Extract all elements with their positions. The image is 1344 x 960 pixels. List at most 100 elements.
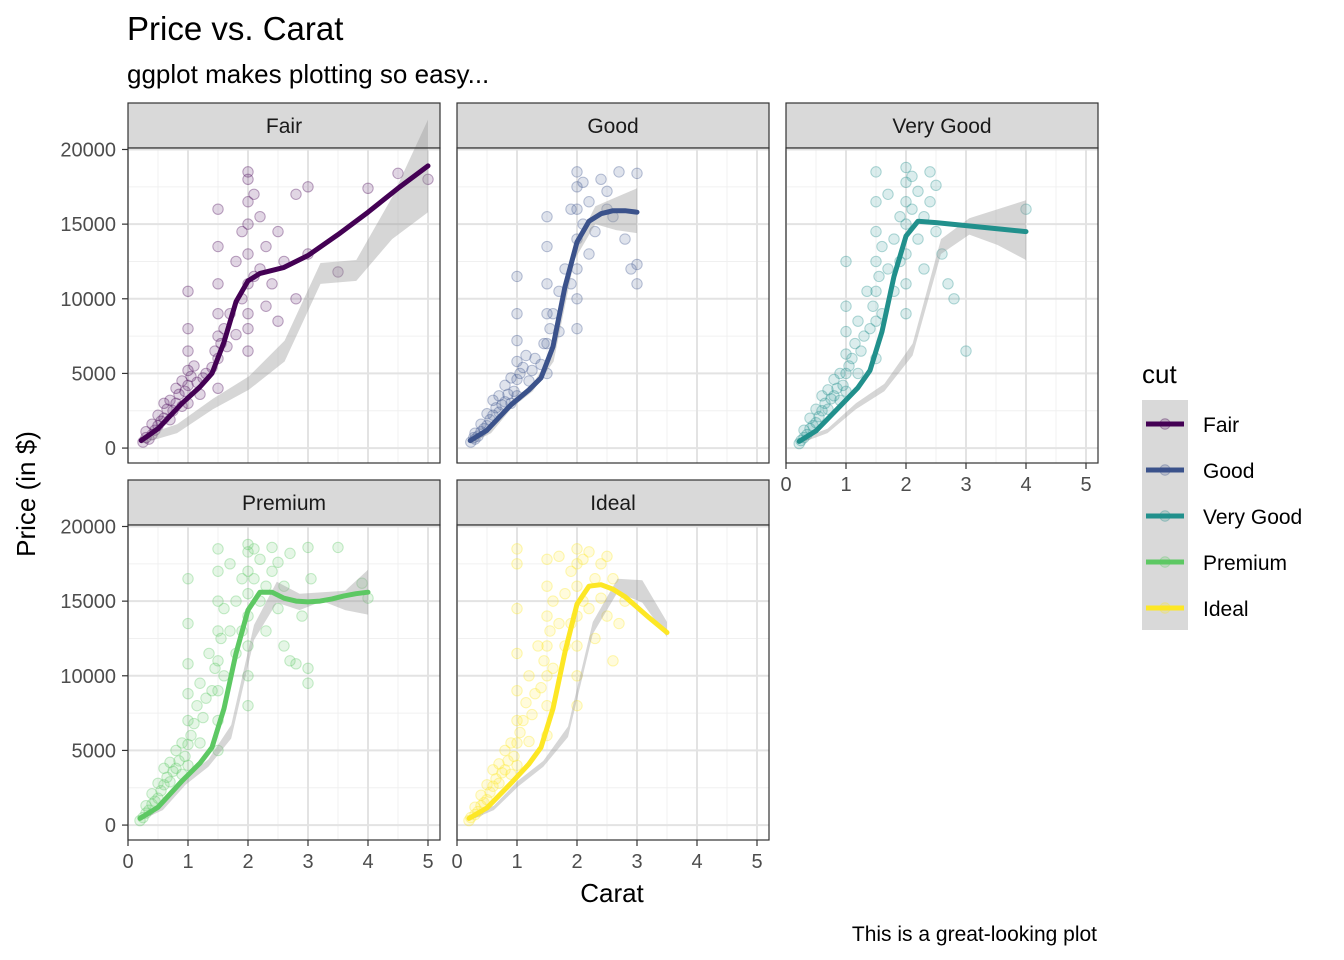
- data-point: [212, 655, 224, 667]
- panel-border: [127, 524, 441, 841]
- data-point: [571, 558, 583, 570]
- y-tick-label: 5000: [72, 363, 117, 385]
- x-tick-label: 2: [571, 851, 582, 873]
- data-point: [553, 617, 565, 630]
- data-point: [529, 352, 541, 365]
- data-point: [266, 278, 278, 290]
- data-point: [942, 278, 954, 290]
- legend-key-point: [1159, 464, 1171, 476]
- data-point: [487, 780, 499, 792]
- data-point: [422, 173, 434, 186]
- data-point: [182, 345, 194, 357]
- panel-border: [127, 147, 441, 464]
- data-point: [936, 248, 948, 260]
- x-tick-label: 0: [122, 851, 133, 873]
- data-point: [541, 240, 553, 253]
- data-point: [948, 293, 960, 305]
- facet-strip: [127, 102, 441, 149]
- data-point: [230, 328, 242, 341]
- data-point: [571, 203, 583, 215]
- data-point: [607, 655, 619, 667]
- data-point: [825, 393, 837, 405]
- data-point: [496, 399, 508, 411]
- data-point: [260, 625, 272, 637]
- data-point: [577, 176, 589, 189]
- data-point: [266, 565, 278, 577]
- data-point: [230, 255, 242, 268]
- data-point: [475, 418, 487, 430]
- data-point: [278, 640, 290, 652]
- data-point: [523, 735, 535, 748]
- data-point: [876, 240, 888, 253]
- data-point: [930, 225, 942, 238]
- data-point: [583, 196, 595, 208]
- data-point: [224, 558, 236, 570]
- data-point: [816, 390, 828, 402]
- data-point: [272, 315, 284, 327]
- data-point: [499, 764, 511, 776]
- legend-item-label: Premium: [1203, 552, 1287, 575]
- data-point: [212, 203, 224, 215]
- x-tick-label: 0: [780, 474, 791, 496]
- data-point: [167, 765, 179, 778]
- x-tick-label: 2: [242, 851, 253, 873]
- data-point: [523, 375, 535, 387]
- data-point: [520, 696, 532, 709]
- data-point: [284, 547, 296, 560]
- data-point: [212, 565, 224, 577]
- data-point: [541, 610, 553, 622]
- data-point: [212, 278, 224, 290]
- data-point: [804, 412, 816, 424]
- data-point: [882, 263, 894, 275]
- data-point: [242, 248, 254, 260]
- data-point: [278, 580, 290, 592]
- data-point: [589, 632, 601, 645]
- data-point: [532, 640, 544, 652]
- data-point: [200, 692, 212, 704]
- data-point: [583, 248, 595, 260]
- data-point: [873, 270, 885, 283]
- data-point: [834, 367, 846, 380]
- data-point: [182, 322, 194, 335]
- data-point: [188, 360, 200, 372]
- data-point: [601, 185, 613, 197]
- data-point: [900, 218, 912, 230]
- data-point: [242, 587, 254, 600]
- data-point: [870, 225, 882, 238]
- facet-strip-label: Very Good: [892, 115, 991, 138]
- smooth-line-ideal: [466, 582, 670, 821]
- data-point: [194, 677, 206, 689]
- data-point: [514, 367, 526, 380]
- data-point: [511, 308, 523, 320]
- data-point: [170, 744, 182, 757]
- data-point: [855, 345, 867, 357]
- data-point: [191, 699, 203, 712]
- data-point: [197, 711, 209, 724]
- x-tick-label: 3: [631, 851, 642, 873]
- legend-item-label: Ideal: [1203, 598, 1249, 621]
- data-point: [819, 397, 831, 409]
- data-point: [173, 755, 185, 767]
- data-point: [511, 647, 523, 660]
- data-point: [176, 737, 188, 749]
- data-point: [840, 300, 852, 312]
- data-point: [484, 786, 496, 798]
- smooth-line-good: [467, 208, 640, 444]
- data-point: [571, 322, 583, 335]
- data-point: [502, 755, 514, 767]
- y-tick-label: 5000: [72, 740, 117, 762]
- data-point: [559, 587, 571, 600]
- data-point: [625, 263, 637, 275]
- facet-strip-label: Premium: [242, 492, 326, 515]
- data-point: [302, 677, 314, 689]
- data-point: [517, 714, 529, 727]
- data-point: [236, 225, 248, 238]
- x-tick-label: 0: [451, 851, 462, 873]
- data-point: [152, 777, 164, 789]
- data-point: [493, 390, 505, 402]
- data-point: [511, 759, 523, 772]
- data-point: [828, 373, 840, 386]
- x-tick-label: 4: [1020, 474, 1031, 496]
- data-point: [511, 685, 523, 697]
